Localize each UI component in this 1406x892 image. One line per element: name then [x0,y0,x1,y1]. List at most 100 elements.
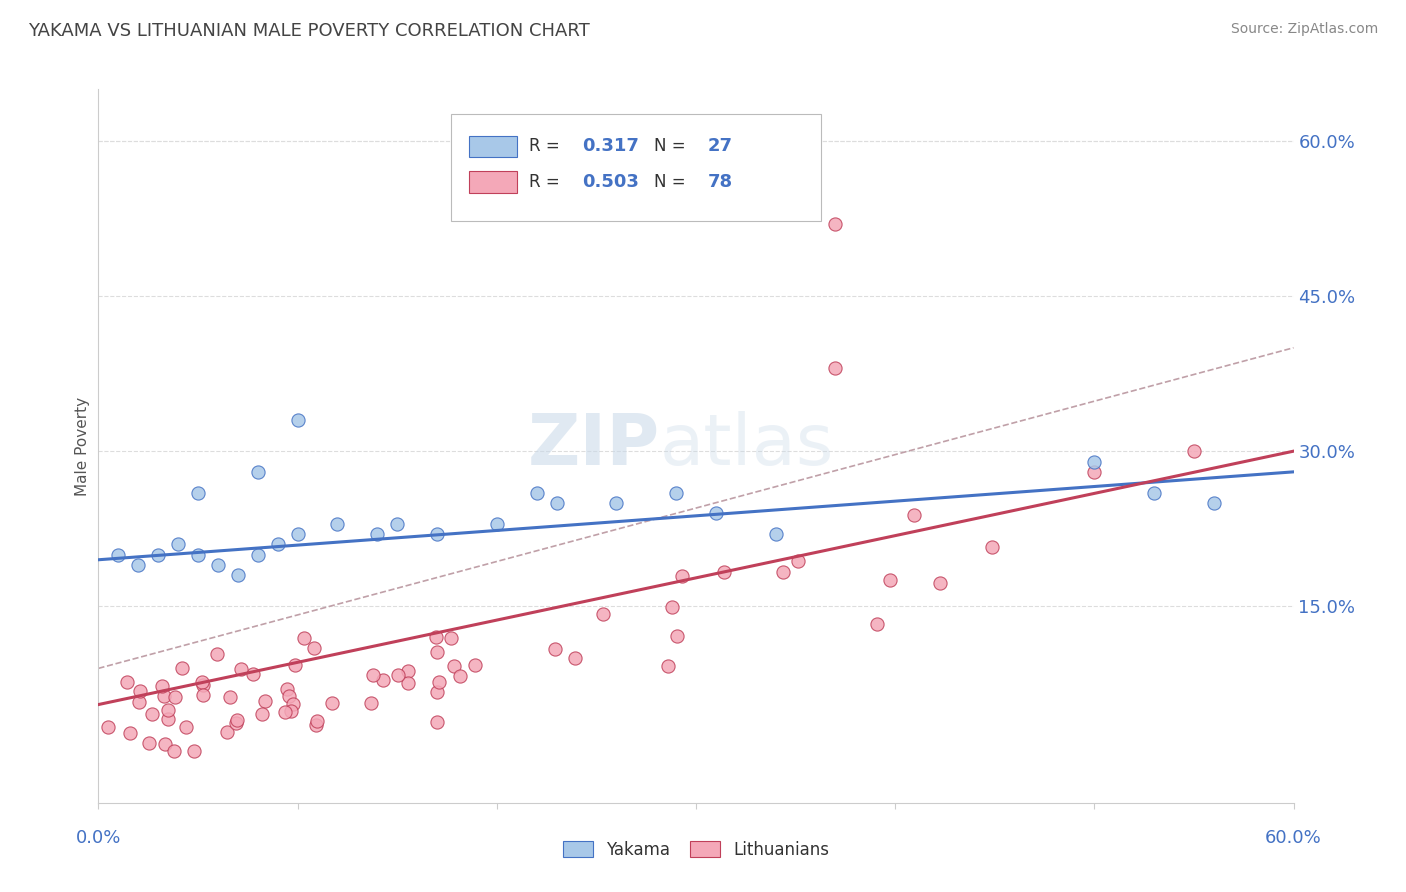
Point [246,465,269,479]
Point [981,540,1004,554]
Point [426,527,449,541]
Point [226,713,249,727]
Point [592,607,614,622]
Point [191,688,214,702]
Point [267,537,290,551]
FancyBboxPatch shape [451,114,821,221]
Point [287,413,309,427]
Point [152,679,174,693]
Point [219,690,242,704]
Point [153,690,176,704]
Text: N =: N = [654,137,690,155]
Point [250,707,273,722]
Text: R =: R = [529,137,565,155]
Point [360,696,382,710]
Point [97,720,120,734]
Point [666,629,689,643]
Point [187,485,209,500]
FancyBboxPatch shape [470,171,517,193]
Point [141,706,163,721]
Text: ZIP: ZIP [527,411,661,481]
Point [671,569,693,583]
Point [174,720,197,734]
Point [274,706,297,720]
Point [385,516,409,531]
Point [138,736,160,750]
Text: N =: N = [654,173,690,191]
Point [155,737,177,751]
Point [464,657,486,672]
Point [1182,444,1205,458]
Point [765,527,787,541]
Point [254,693,277,707]
Point [170,660,193,674]
Point [426,645,449,659]
Point [305,718,328,732]
Point [425,630,447,644]
Point [361,667,384,681]
Point [128,695,150,709]
Point [396,676,419,690]
Point [167,537,190,551]
Point [205,647,228,661]
Point [326,516,349,531]
Point [824,361,846,376]
Point [107,548,129,562]
Point [605,496,627,510]
Point [156,712,179,726]
Point [278,689,301,703]
Point [443,659,465,673]
Point [657,659,679,673]
Point [1083,465,1105,479]
Point [929,576,952,591]
Point [117,675,139,690]
Point [215,724,238,739]
FancyBboxPatch shape [470,136,517,157]
Point [284,657,307,672]
Point [564,651,586,665]
Point [280,704,302,718]
Point [665,485,688,500]
Point [129,683,152,698]
Point [543,642,565,657]
Text: 0.0%: 0.0% [76,829,121,847]
Point [1083,454,1105,468]
Point [903,508,925,522]
Point [661,600,683,615]
Point [127,558,149,572]
Point [546,496,568,510]
Point [321,696,343,710]
Point [713,565,735,579]
Point [426,685,449,699]
Point [1202,496,1225,510]
Point [242,666,264,681]
Point [191,678,214,692]
Point [824,217,846,231]
Text: 0.503: 0.503 [582,173,640,191]
Point [387,668,409,682]
Point [283,698,305,712]
Text: atlas: atlas [661,411,835,481]
Point [226,568,249,582]
Legend: Yakama, Lithuanians: Yakama, Lithuanians [555,835,837,866]
Point [371,673,394,687]
Y-axis label: Male Poverty: Male Poverty [75,396,90,496]
Point [148,548,170,562]
Point [865,617,887,632]
Point [292,631,315,645]
Text: 0.317: 0.317 [582,137,640,155]
Point [787,554,810,568]
Point [449,669,471,683]
Point [231,662,253,676]
Text: Source: ZipAtlas.com: Source: ZipAtlas.com [1230,22,1378,37]
Text: YAKAMA VS LITHUANIAN MALE POVERTY CORRELATION CHART: YAKAMA VS LITHUANIAN MALE POVERTY CORREL… [28,22,591,40]
Text: 78: 78 [709,173,733,191]
Point [246,548,269,562]
Point [191,675,214,690]
Point [772,565,794,579]
Point [162,744,184,758]
Point [305,714,328,729]
Point [1143,485,1166,500]
Point [225,715,247,730]
Point [704,506,727,520]
